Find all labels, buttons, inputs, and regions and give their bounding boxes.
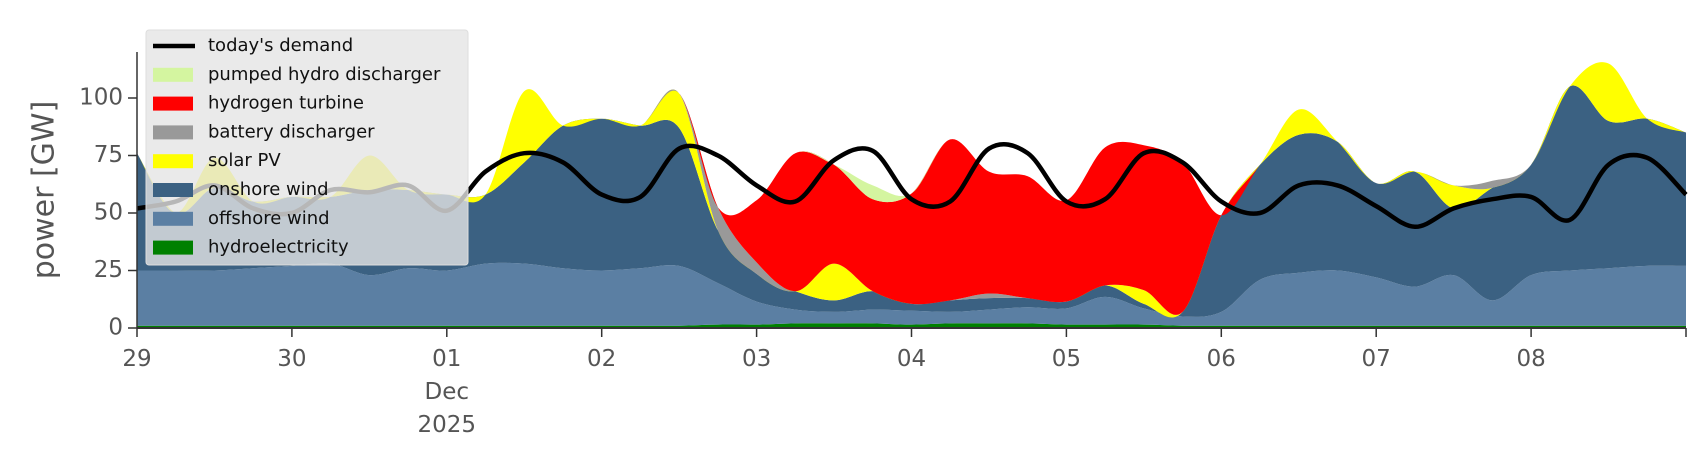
x-tick-label: 04	[897, 346, 926, 372]
legend-label-solar-pv: solar PV	[208, 150, 281, 171]
area-offshore-wind	[137, 262, 1686, 326]
legend: today's demand pumped hydro discharger hyd…	[145, 29, 469, 266]
legend-label-offshore-wind: offshore wind	[208, 208, 330, 229]
x-tick-label: 03	[742, 346, 771, 372]
x-tick-month-label: Dec	[425, 379, 470, 405]
legend-swatch-pumped-hydro-discharger	[153, 67, 193, 82]
x-tick-label: 02	[587, 346, 616, 372]
x-tick-label: 06	[1207, 346, 1236, 372]
x-tick-label: 05	[1052, 346, 1081, 372]
legend-swatch-onshore-wind	[153, 183, 193, 197]
area-hydrogen-turbine	[137, 62, 1686, 315]
x-tick-label: 29	[122, 346, 151, 372]
x-tick-year-label: 2025	[418, 412, 477, 438]
y-tick-label: 50	[94, 200, 123, 226]
legend-swatch-hydrogen-turbine	[153, 96, 193, 111]
legend-label-hydrogen-turbine: hydrogen turbine	[208, 93, 364, 114]
area-onshore-wind	[137, 85, 1686, 318]
legend-label-battery-discharger: battery discharger	[208, 121, 375, 142]
legend-swatch-solar-pv	[153, 154, 193, 169]
y-axis-label: power [GW]	[27, 101, 62, 280]
x-tick-label: 30	[277, 346, 306, 372]
legend-label-today-s-demand: today's demand	[208, 35, 353, 56]
y-tick-label: 100	[79, 85, 123, 111]
x-tick-label: 08	[1516, 346, 1545, 372]
stacked-area-layer	[137, 62, 1686, 328]
x-tick-label: 07	[1362, 346, 1391, 372]
area-solar-pv	[137, 62, 1686, 318]
y-tick-label: 75	[94, 142, 123, 168]
legend-label-pumped-hydro-discharger: pumped hydro discharger	[208, 64, 441, 85]
x-tick-label: 01	[432, 346, 461, 372]
legend-box	[145, 29, 469, 266]
axes: 0 25 50 75 100 29 30 01 Dec 2025 02 03 04 05 06 07 08	[79, 52, 1687, 438]
y-tick-label: 25	[94, 257, 123, 283]
legend-swatch-offshore-wind	[153, 211, 193, 226]
y-tick-label: 0	[108, 315, 123, 341]
legend-label-onshore-wind: onshore wind	[208, 179, 329, 200]
legend-swatch-hydroelectricity	[153, 240, 193, 255]
area-hydroelectricity	[137, 323, 1686, 328]
legend-swatch-battery-discharger	[153, 125, 193, 140]
legend-label-hydroelectricity: hydroelectricity	[208, 237, 349, 258]
